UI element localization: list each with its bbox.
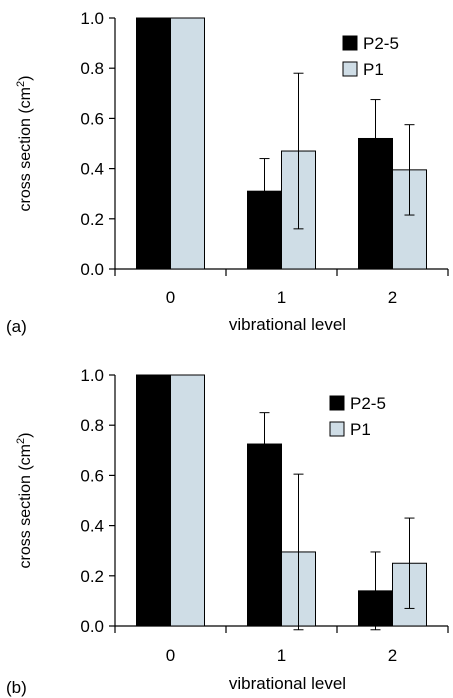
bar-p2-5-0 — [136, 374, 171, 627]
x-tick-label: 0 — [166, 646, 175, 665]
legend-swatch-p2-5 — [329, 395, 345, 411]
y-tick-label: 1.0 — [80, 9, 104, 28]
legend-label-p2-5: P2-5 — [363, 34, 399, 53]
y-tick-label: 0.4 — [80, 160, 104, 179]
x-axis-label: vibrational level — [229, 315, 346, 334]
y-tick-label: 1.0 — [80, 366, 104, 385]
x-tick-label: 1 — [277, 646, 286, 665]
x-axis-label: vibrational level — [229, 674, 346, 693]
legend-swatch-p1 — [329, 421, 345, 437]
panel-label: (a) — [6, 317, 27, 336]
y-tick-label: 0.8 — [80, 416, 104, 435]
y-tick-label: 0.6 — [80, 466, 104, 485]
bar-p2-5-0 — [136, 17, 171, 270]
chart-panel-2: 0.0 0.2 0.4 0.6 0.8 1.0 0 1 2 vibrational level cr… — [6, 366, 449, 697]
y-tick-label: 0.2 — [80, 210, 104, 229]
x-tick-label: 2 — [388, 288, 397, 307]
chart-panel-1: 0.0 0.2 0.4 0.6 0.8 1.0 0 1 2 vibrational level cr… — [6, 9, 449, 336]
y-tick-label: 0.6 — [80, 109, 104, 128]
y-axis-label: cross section (cm2) — [15, 433, 34, 569]
y-tick-label: 0.8 — [80, 59, 104, 78]
bar-p1-0 — [170, 374, 205, 627]
y-axis-label: cross section (cm2) — [15, 76, 34, 212]
legend-label-p1: P1 — [350, 420, 371, 439]
panel-label: (b) — [6, 678, 27, 697]
legend-swatch-p2-5 — [342, 35, 358, 51]
y-tick-label: 0.0 — [80, 617, 104, 636]
legend-label-p1: P1 — [363, 60, 384, 79]
y-tick-label: 0.0 — [80, 260, 104, 279]
legend-swatch-p1 — [342, 61, 358, 77]
x-tick-label: 0 — [166, 288, 175, 307]
y-tick-label: 0.4 — [80, 517, 104, 536]
bar-p1-0 — [170, 17, 205, 270]
x-tick-label: 2 — [388, 646, 397, 665]
x-tick-label: 1 — [277, 288, 286, 307]
y-tick-label: 0.2 — [80, 567, 104, 586]
legend-label-p2-5: P2-5 — [350, 394, 386, 413]
